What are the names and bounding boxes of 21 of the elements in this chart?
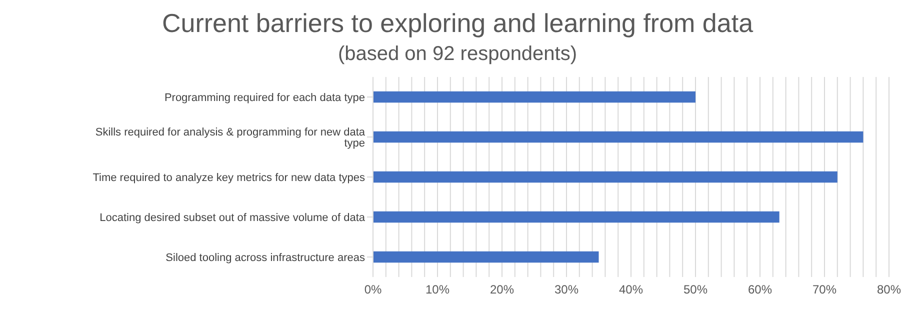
x-tick-label: 80% bbox=[876, 282, 902, 297]
x-tick-label: 50% bbox=[683, 282, 708, 297]
x-tick-label: 10% bbox=[425, 282, 450, 297]
bar bbox=[373, 91, 696, 103]
chart-subtitle: (based on 92 respondents) bbox=[336, 43, 578, 66]
x-tick-label: 40% bbox=[618, 282, 644, 297]
y-tick-label: Programming required for each data type bbox=[164, 92, 365, 104]
bar bbox=[373, 251, 599, 263]
y-tick-label: Time required to analyze key metrics for new data types bbox=[92, 172, 366, 184]
y-tick-label: Locating desired subset out of massive volume of data bbox=[100, 212, 366, 224]
x-tick-label: 70% bbox=[812, 282, 837, 297]
x-tick-label: 30% bbox=[554, 282, 579, 297]
x-tick-label: 20% bbox=[490, 282, 514, 297]
y-tick-label: Siloed tooling across infrastructure areas bbox=[166, 252, 366, 264]
y-tick-label: Skills required for analysis & programming for new data type bbox=[95, 126, 366, 150]
chart-title: Current barriers to exploring and learning from data bbox=[160, 8, 754, 39]
x-tick-label: 60% bbox=[748, 282, 772, 297]
bar bbox=[373, 171, 838, 183]
bar bbox=[373, 131, 864, 143]
x-tick-label: 0% bbox=[364, 282, 382, 297]
bar bbox=[373, 211, 780, 223]
